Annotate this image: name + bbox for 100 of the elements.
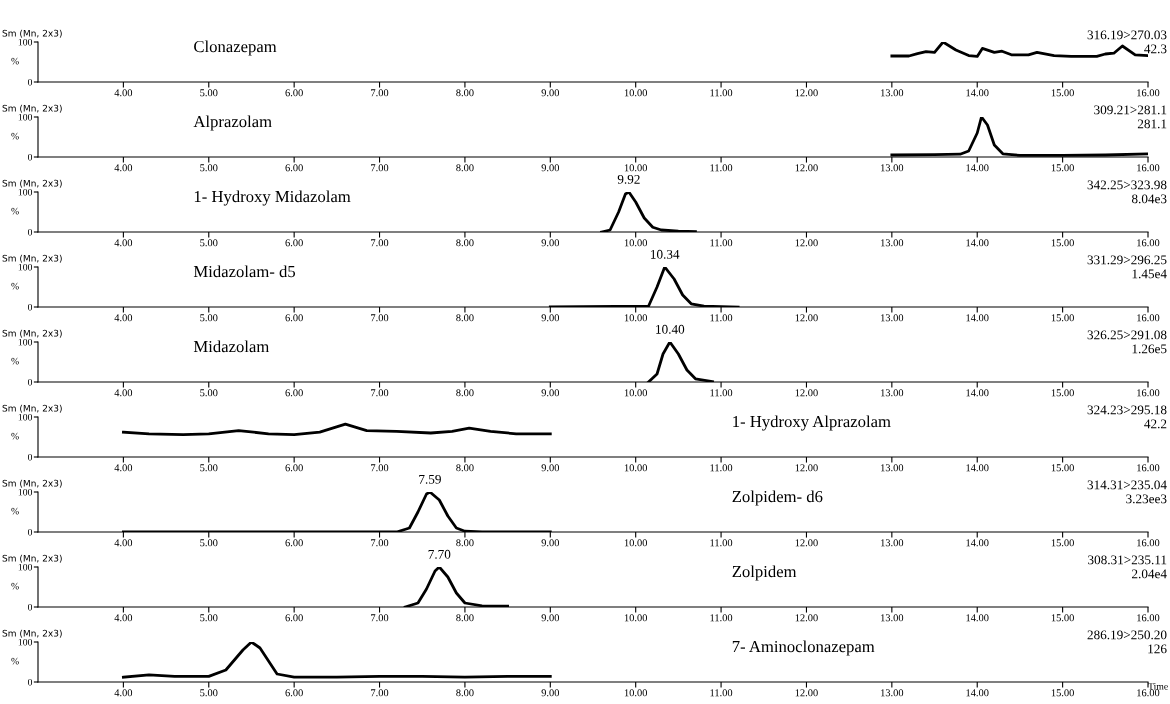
x-tick-label: 8.00 [456,614,474,622]
line-series [121,422,552,436]
x-tick-label: 7.00 [371,314,389,322]
x-tick-label: 9.00 [541,314,560,322]
x-tick-label: 10.00 [624,164,648,172]
text: Sm (Mn, 2x3) [2,329,62,338]
x-tick-label: 4.00 [114,389,133,397]
annotation: 8.04e3 [1131,194,1167,204]
annotation: 3.23ee3 [1126,494,1167,504]
x-tick-label: 13.00 [881,464,904,472]
annotation: 281.1 [1137,119,1167,129]
x-tick-label: 16.00 [1137,164,1160,172]
x-tick-label: 13.00 [881,389,904,397]
x-tick-label: 7.00 [371,689,389,697]
annotation: 2.04e4 [1132,569,1167,579]
y-tick-label: 0 [27,303,33,311]
x-tick-label: 13.00 [881,689,904,697]
chart-title: Midazolam [193,340,270,353]
x-tick-label: 15.00 [1051,164,1074,172]
annotation: 7.59 [419,474,441,484]
x-tick-label: 5.00 [200,464,218,472]
x-tick-label: 13.00 [881,314,904,322]
x-tick-label: 8.00 [456,239,474,247]
x-tick-label: 10.00 [624,389,648,397]
x-tick-label: 10.00 [624,539,648,547]
x-tick-label: 4.00 [114,539,133,547]
x-tick-label: 12.00 [795,389,818,397]
y-tick-label: 100 [18,38,33,46]
chart-title: 1- Hydroxy Midazolam [194,190,351,206]
text: 316.19>270.03 [1087,30,1167,40]
text: Sm (Mn, 2x3) [2,104,62,113]
text: Sm (Mn, 2x3) [2,629,62,638]
x-tick-label: 5.00 [200,239,218,247]
annotation: 10.40 [656,324,685,334]
x-tick-label: 12.00 [795,314,818,322]
x-tick-label: 6.00 [285,539,303,547]
x-tick-label: 6.00 [285,464,303,472]
x-tick-label: 12.00 [795,164,818,172]
x-tick-label: 4.00 [114,464,133,472]
x-tick-label: 9.00 [541,539,560,547]
x-tick-label: 12.00 [795,689,818,697]
chart-title: 1- Hydroxy Alprazolam [733,415,891,431]
y-tick-label: 0 [27,603,33,611]
x-tick-label: 13.00 [881,614,904,622]
y-tick-label: 0 [27,678,33,686]
x-tick-label: 9.00 [541,464,560,472]
y-tick-label: 0 [27,528,33,536]
x-tick-label: 15.00 [1051,389,1074,397]
x-tick-label: 12.00 [795,614,818,622]
y-tick-label: 100 [18,638,33,646]
y-axis-title: % [11,132,19,140]
y-tick-label: 100 [18,488,33,496]
x-tick-label: 6.00 [285,314,303,322]
x-tick-label: 16.00 [1137,464,1160,472]
x-tick-label: 4.00 [114,239,133,247]
x-tick-label: 14.00 [966,614,989,622]
x-tick-label: 7.00 [371,239,389,247]
text: 286.19>250.20 [1087,630,1167,640]
x-tick-label: 11.00 [710,89,733,97]
annotation: 10.34 [651,249,680,259]
x-tick-label: 5.00 [200,689,218,697]
x-tick-label: 7.00 [371,389,389,397]
x-tick-label: 13.00 [881,164,904,172]
x-tick-label: 5.00 [200,539,218,547]
text: 342.25>323.98 [1087,180,1167,190]
x-tick-label: 6.00 [285,389,303,397]
x-tick-label: 12.00 [795,464,818,472]
text: Sm (Mn, 2x3) [2,554,62,563]
y-axis-title: % [11,57,19,65]
y-tick-label: 0 [27,153,33,161]
y-tick-label: 100 [18,188,33,196]
x-tick-label: 10.00 [624,614,648,622]
x-tick-label: 14.00 [966,464,989,472]
x-tick-label: 14.00 [966,239,989,247]
x-tick-label: 8.00 [456,539,474,547]
x-tick-label: 15.00 [1051,89,1074,97]
annotation: 7.70 [428,549,451,559]
x-tick-label: 4.00 [114,314,133,322]
y-tick-label: 100 [18,338,33,346]
x-tick-label: 16.00 [1137,539,1160,547]
chart-title: Zolpidem [732,565,797,581]
x-tick-label: 11.00 [710,464,733,472]
chart-title: Zolpidem- d6 [732,490,823,506]
x-axis-title: Time [1148,683,1168,690]
y-tick-label: 100 [18,563,33,571]
x-tick-label: 12.00 [795,539,818,547]
x-tick-label: 8.00 [456,164,474,172]
x-tick-label: 16.00 [1137,89,1160,97]
x-tick-label: 11.00 [710,689,733,697]
text: 324.23>295.18 [1087,405,1167,415]
x-tick-label: 11.00 [710,389,733,397]
y-tick-label: 0 [27,78,33,86]
line-series [121,642,552,679]
x-tick-label: 9.00 [541,89,560,97]
x-tick-label: 11.00 [710,539,733,547]
x-tick-label: 7.00 [371,89,389,97]
x-tick-label: 11.00 [710,614,733,622]
x-tick-label: 8.00 [456,689,474,697]
x-tick-label: 14.00 [966,539,989,547]
x-tick-label: 10.00 [624,239,648,247]
